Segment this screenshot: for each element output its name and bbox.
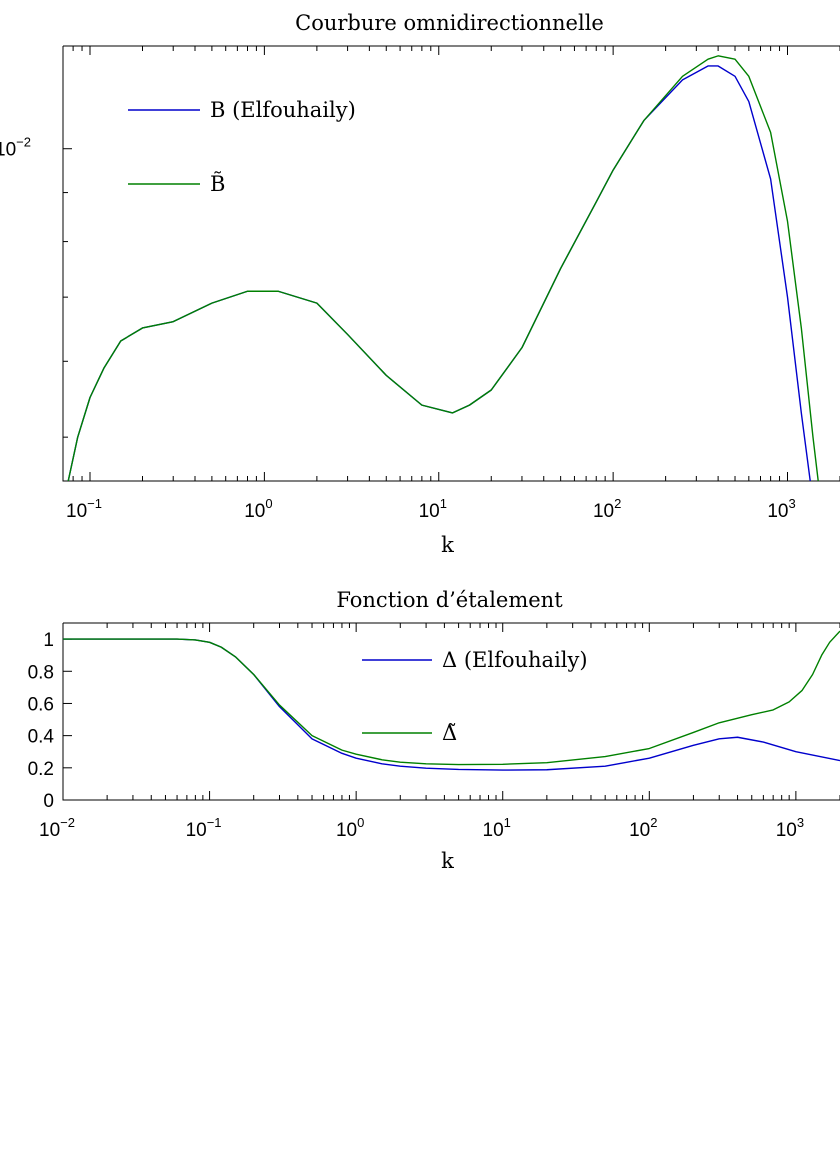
x-tick-label: 102 (629, 815, 657, 841)
x-tick-label: 103 (776, 815, 804, 841)
x-tick-label-base: 10 (186, 820, 207, 841)
x-tick-label-base: 10 (66, 501, 87, 522)
x-tick-label-base: 10 (629, 820, 650, 841)
legend: Δ (Elfouhaily) Δ̃ (362, 648, 588, 745)
legend-label: B (Elfouhaily) (210, 98, 356, 122)
series-line-elfouhaily (67, 65, 811, 481)
y-tick-label: 1 (43, 630, 54, 651)
chart-title: Fonction d’étalement (336, 588, 563, 612)
y-tick-label: 0.2 (28, 759, 54, 780)
x-tick-label-exponent: −1 (87, 496, 102, 511)
legend-label: Δ̃ (442, 721, 457, 745)
y-tick-label-exponent: −2 (16, 135, 31, 150)
y-tick-label-base: 10 (0, 140, 16, 161)
x-tick-label-base: 10 (39, 820, 60, 841)
x-tick-label: 102 (593, 496, 621, 522)
x-tick-label-base: 10 (483, 820, 504, 841)
x-tick-label-exponent: 3 (797, 815, 804, 830)
x-axis-label: k (441, 849, 454, 873)
chart-title: Courbure omnidirectionnelle (295, 11, 604, 35)
legend: B (Elfouhaily) B̃ (128, 98, 356, 196)
x-tick-label-base: 10 (776, 820, 797, 841)
axes-frame (62, 45, 840, 482)
x-tick-label: 10−2 (39, 815, 75, 841)
x-tick-label-base: 10 (593, 501, 614, 522)
y-tick-label: 0.6 (28, 694, 54, 715)
x-axis-label: k (441, 533, 454, 557)
x-tick-label-exponent: 2 (614, 496, 621, 511)
x-tick-label: 10−1 (66, 496, 102, 522)
x-tick-label-base: 10 (767, 501, 788, 522)
x-tick-label: 101 (419, 496, 447, 522)
x-tick-label-exponent: 3 (788, 496, 795, 511)
series-line-tilde (63, 630, 840, 766)
y-tick-label: 0.4 (28, 727, 55, 748)
legend-label: B̃ (210, 172, 225, 196)
x-tick-label-exponent: 1 (504, 815, 511, 830)
x-tick-label: 100 (244, 496, 272, 522)
x-tick-label: 101 (483, 815, 511, 841)
x-tick-label: 10−1 (186, 815, 222, 841)
y-tick-label: 10−2 (0, 135, 31, 161)
y-tick-label: 0.8 (28, 662, 54, 683)
x-tick-label-exponent: 0 (357, 815, 364, 830)
legend-label: Δ (Elfouhaily) (442, 648, 588, 672)
x-tick-label: 103 (767, 496, 795, 522)
x-tick-label-base: 10 (419, 501, 440, 522)
x-tick-label-exponent: 1 (440, 496, 447, 511)
x-tick-label-exponent: −2 (60, 815, 75, 830)
x-tick-label-exponent: 0 (265, 496, 272, 511)
x-tick-label-exponent: −1 (207, 815, 222, 830)
x-tick-label: 100 (336, 815, 364, 841)
x-tick-label-base: 10 (244, 501, 265, 522)
x-tick-label-base: 10 (336, 820, 357, 841)
series-line-tilde (67, 55, 819, 481)
y-tick-label: 0 (43, 791, 54, 812)
x-tick-label-exponent: 2 (650, 815, 657, 830)
